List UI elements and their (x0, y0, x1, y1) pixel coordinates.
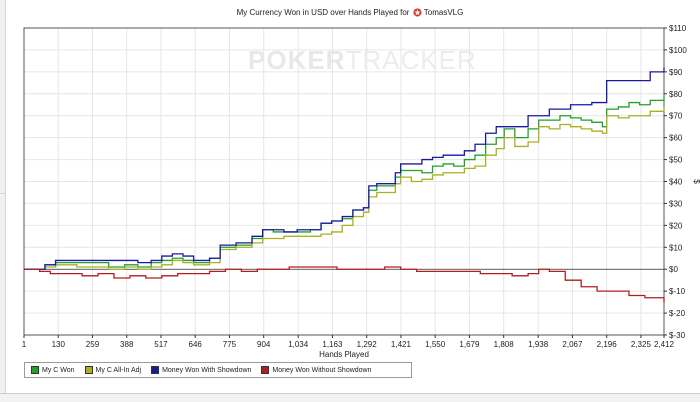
legend-label: Money Won Without Showdown (272, 366, 372, 374)
pokerstars-logo-icon (413, 8, 422, 17)
side-panel-tab[interactable]: ·· (0, 0, 6, 401)
y-tick-label: $-30 (669, 331, 686, 340)
y-tick-label: $10 (669, 243, 683, 252)
y-tick-label: $0 (669, 265, 678, 274)
x-tick-label: 2,196 (597, 340, 618, 349)
y-tick-label: $90 (669, 68, 683, 77)
x-tick-label: 388 (120, 340, 134, 349)
player-name: TomasVLG (423, 8, 464, 17)
y-tick-label: $80 (669, 90, 683, 99)
y-tick-label: $70 (669, 112, 683, 121)
series-line-0 (24, 95, 665, 270)
x-tick-label: 1,550 (425, 340, 446, 349)
legend-swatch (151, 366, 160, 374)
legend-swatch (31, 366, 39, 374)
legend-swatch (261, 366, 270, 374)
series-line-3 (24, 266, 665, 303)
y-tick-label: $50 (669, 156, 683, 165)
legend-item-all-in-adj[interactable]: My C All-In Adj (84, 366, 142, 374)
y-tick-label: $-20 (669, 309, 686, 318)
x-tick-label: 1,292 (357, 340, 378, 349)
x-tick-label: 646 (189, 340, 203, 349)
series-line-1 (24, 106, 665, 270)
x-tick-label: 1,421 (391, 340, 412, 349)
legend-label: My C All-In Adj (95, 366, 142, 374)
x-axis-title: Hands Played (319, 350, 369, 359)
y-axis-title: $ (692, 179, 700, 184)
x-tick-label: 2,067 (562, 340, 583, 349)
series-line-2 (24, 67, 665, 270)
y-tick-label: $-10 (669, 287, 686, 296)
horizontal-scrollbar[interactable] (0, 393, 700, 402)
chart-legend: My C Won My C All-In Adj Money Won With … (24, 362, 412, 378)
legend-item-with-showdown[interactable]: Money Won With Showdown (151, 366, 251, 374)
x-tick-label: 2,325 (631, 340, 652, 349)
x-axis-ticks: 1 130 259 388 517 646 775 904 1,034 1,163 1,292 1,4… (22, 335, 675, 349)
x-tick-label: 1,938 (528, 340, 549, 349)
chart-title: My Currency Won in USD over Hands Played… (0, 8, 700, 17)
legend-label: My C Won (42, 366, 75, 374)
x-tick-label: 2,412 (654, 340, 675, 349)
series-lines (24, 67, 665, 303)
legend-label: Money Won With Showdown (162, 366, 252, 374)
x-tick-label: 1,034 (288, 340, 309, 349)
grip-icon: ·· (0, 189, 6, 198)
y-tick-label: $100 (669, 46, 687, 55)
y-tick-label: $20 (669, 221, 683, 230)
x-tick-label: 904 (257, 340, 271, 349)
legend-item-my-c-won[interactable]: My C Won (31, 366, 75, 374)
chart-title-text: My Currency Won in USD over Hands Played… (236, 8, 410, 17)
x-tick-label: 1,679 (459, 340, 480, 349)
legend-swatch (84, 366, 93, 374)
x-tick-label: 1,808 (494, 340, 515, 349)
x-tick-label: 517 (154, 340, 168, 349)
x-tick-label: 775 (223, 340, 237, 349)
y-tick-label: $40 (669, 178, 683, 187)
x-tick-label: 259 (86, 340, 100, 349)
x-tick-label: 1,163 (322, 340, 343, 349)
legend-item-without-showdown[interactable]: Money Won Without Showdown (261, 366, 372, 374)
y-tick-label: $30 (669, 199, 683, 208)
y-axis-ticks: $-30 $-20 $-10 $0 $10 $20 $30 $40 $50 $60 $70 $80 $9… (664, 24, 687, 340)
x-tick-label: 1 (22, 340, 27, 349)
y-tick-label: $110 (669, 24, 687, 33)
y-tick-label: $60 (669, 134, 683, 143)
x-tick-label: 130 (52, 340, 66, 349)
grid-lines (23, 27, 665, 336)
